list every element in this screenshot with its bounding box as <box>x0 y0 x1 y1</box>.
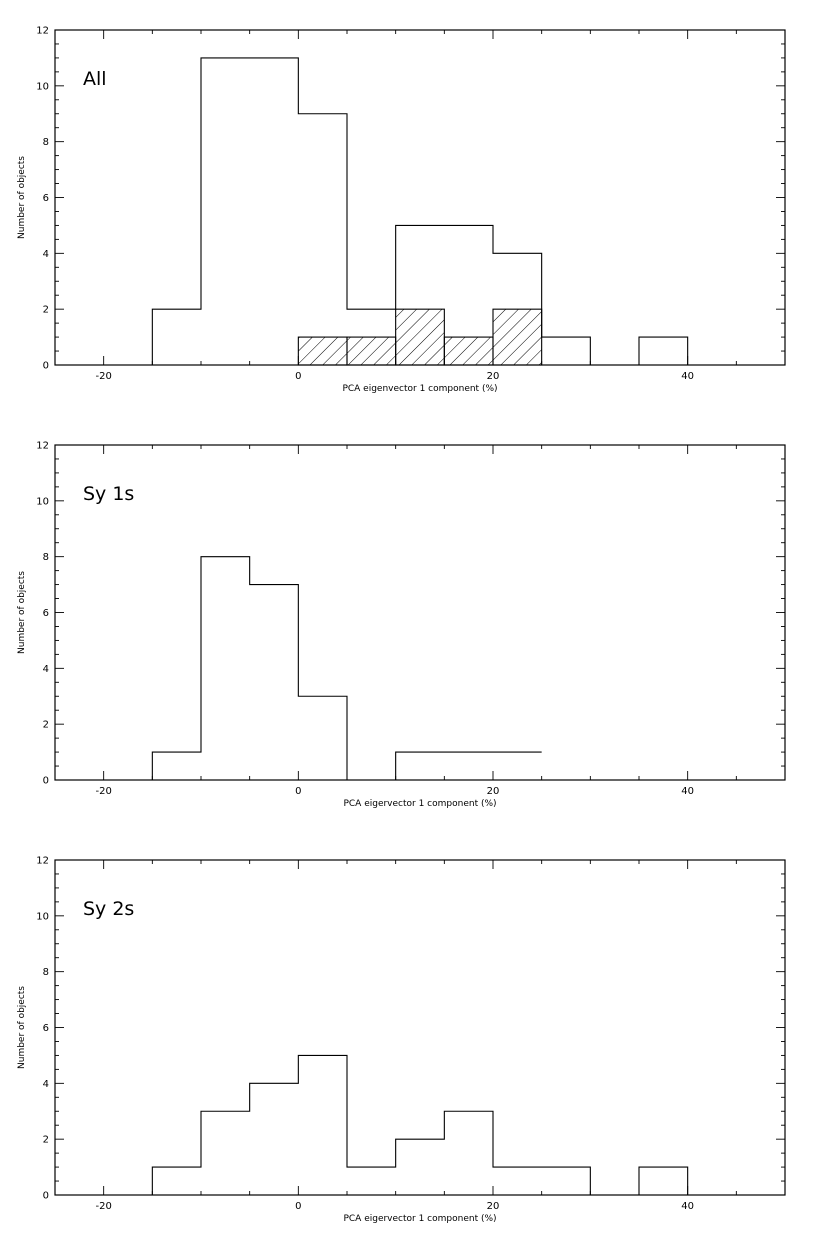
y-tick-label: 0 <box>43 1191 49 1202</box>
y-tick-label: 4 <box>43 249 49 260</box>
histogram-panel-3: -20 0 20 40 0 2 4 6 8 10 12 PCA eigervector 1 compo… <box>17 856 786 1224</box>
hatched-bar <box>443 336 494 366</box>
x-tick-label: 0 <box>295 1201 301 1212</box>
y-tick-label: 6 <box>43 608 49 619</box>
hatched-bar <box>346 336 397 366</box>
hatched-bar <box>297 336 348 366</box>
histogram-step-line <box>103 1054 737 1196</box>
x-tick-label: 40 <box>681 1201 694 1212</box>
x-axis-label: PCA eigenvector 1 component (%) <box>342 384 497 394</box>
x-tick-label: 20 <box>487 1201 500 1212</box>
y-tick-label: 12 <box>36 856 49 867</box>
y-tick-label: 8 <box>43 137 49 148</box>
x-tick-label: 20 <box>487 786 500 797</box>
y-tick-label: 0 <box>43 361 49 372</box>
x-tick-label: 40 <box>681 371 694 382</box>
hatched-bar <box>492 308 543 366</box>
y-tick-label: 2 <box>43 305 49 316</box>
y-tick-label: 2 <box>43 1135 49 1146</box>
y-tick-label: 2 <box>43 720 49 731</box>
y-tick-label: 6 <box>43 1023 49 1034</box>
x-axis-label: PCA eigervector 1 component (%) <box>343 1214 496 1224</box>
x-tick-label: 0 <box>295 786 301 797</box>
y-tick-label: 4 <box>43 1079 49 1090</box>
y-tick-label: 6 <box>43 193 49 204</box>
y-tick-label: 8 <box>43 552 49 563</box>
plot-frame <box>54 444 786 781</box>
panel-label: Sy 2s <box>83 898 134 920</box>
y-axis-label: Number of objects <box>17 986 27 1069</box>
y-axis-label: Number of objects <box>17 571 27 654</box>
y-tick-label: 10 <box>36 496 49 507</box>
y-tick-label: 12 <box>36 26 49 37</box>
y-tick-label: 0 <box>43 776 49 787</box>
panel-label: Sy 1s <box>83 483 134 505</box>
x-axis-label: PCA eigervector 1 component (%) <box>343 799 496 809</box>
y-tick-label: 4 <box>43 664 49 675</box>
histogram-step-line <box>103 57 737 366</box>
plot-frame <box>54 859 786 1196</box>
x-tick-label: -20 <box>95 786 111 797</box>
y-tick-label: 10 <box>36 81 49 92</box>
x-tick-label: 0 <box>295 371 301 382</box>
histogram-step-line <box>103 556 542 781</box>
hatched-bar <box>395 308 445 366</box>
y-tick-label: 8 <box>43 967 49 978</box>
x-tick-label: 40 <box>681 786 694 797</box>
y-tick-label: 10 <box>36 911 49 922</box>
x-tick-label: -20 <box>95 371 111 382</box>
histogram-panel-2: -20 0 20 40 0 2 4 6 8 10 12 PCA eigervector 1 compo… <box>17 441 786 809</box>
x-tick-label: 20 <box>487 371 500 382</box>
panel-label: All <box>83 68 107 90</box>
y-axis-label: Number of objects <box>17 156 27 239</box>
y-tick-label: 12 <box>36 441 49 452</box>
x-tick-label: -20 <box>95 1201 111 1212</box>
histogram-panel-1: -20 0 20 40 0 2 4 6 8 10 12 PCA eigenvector 1 compo… <box>17 26 786 394</box>
